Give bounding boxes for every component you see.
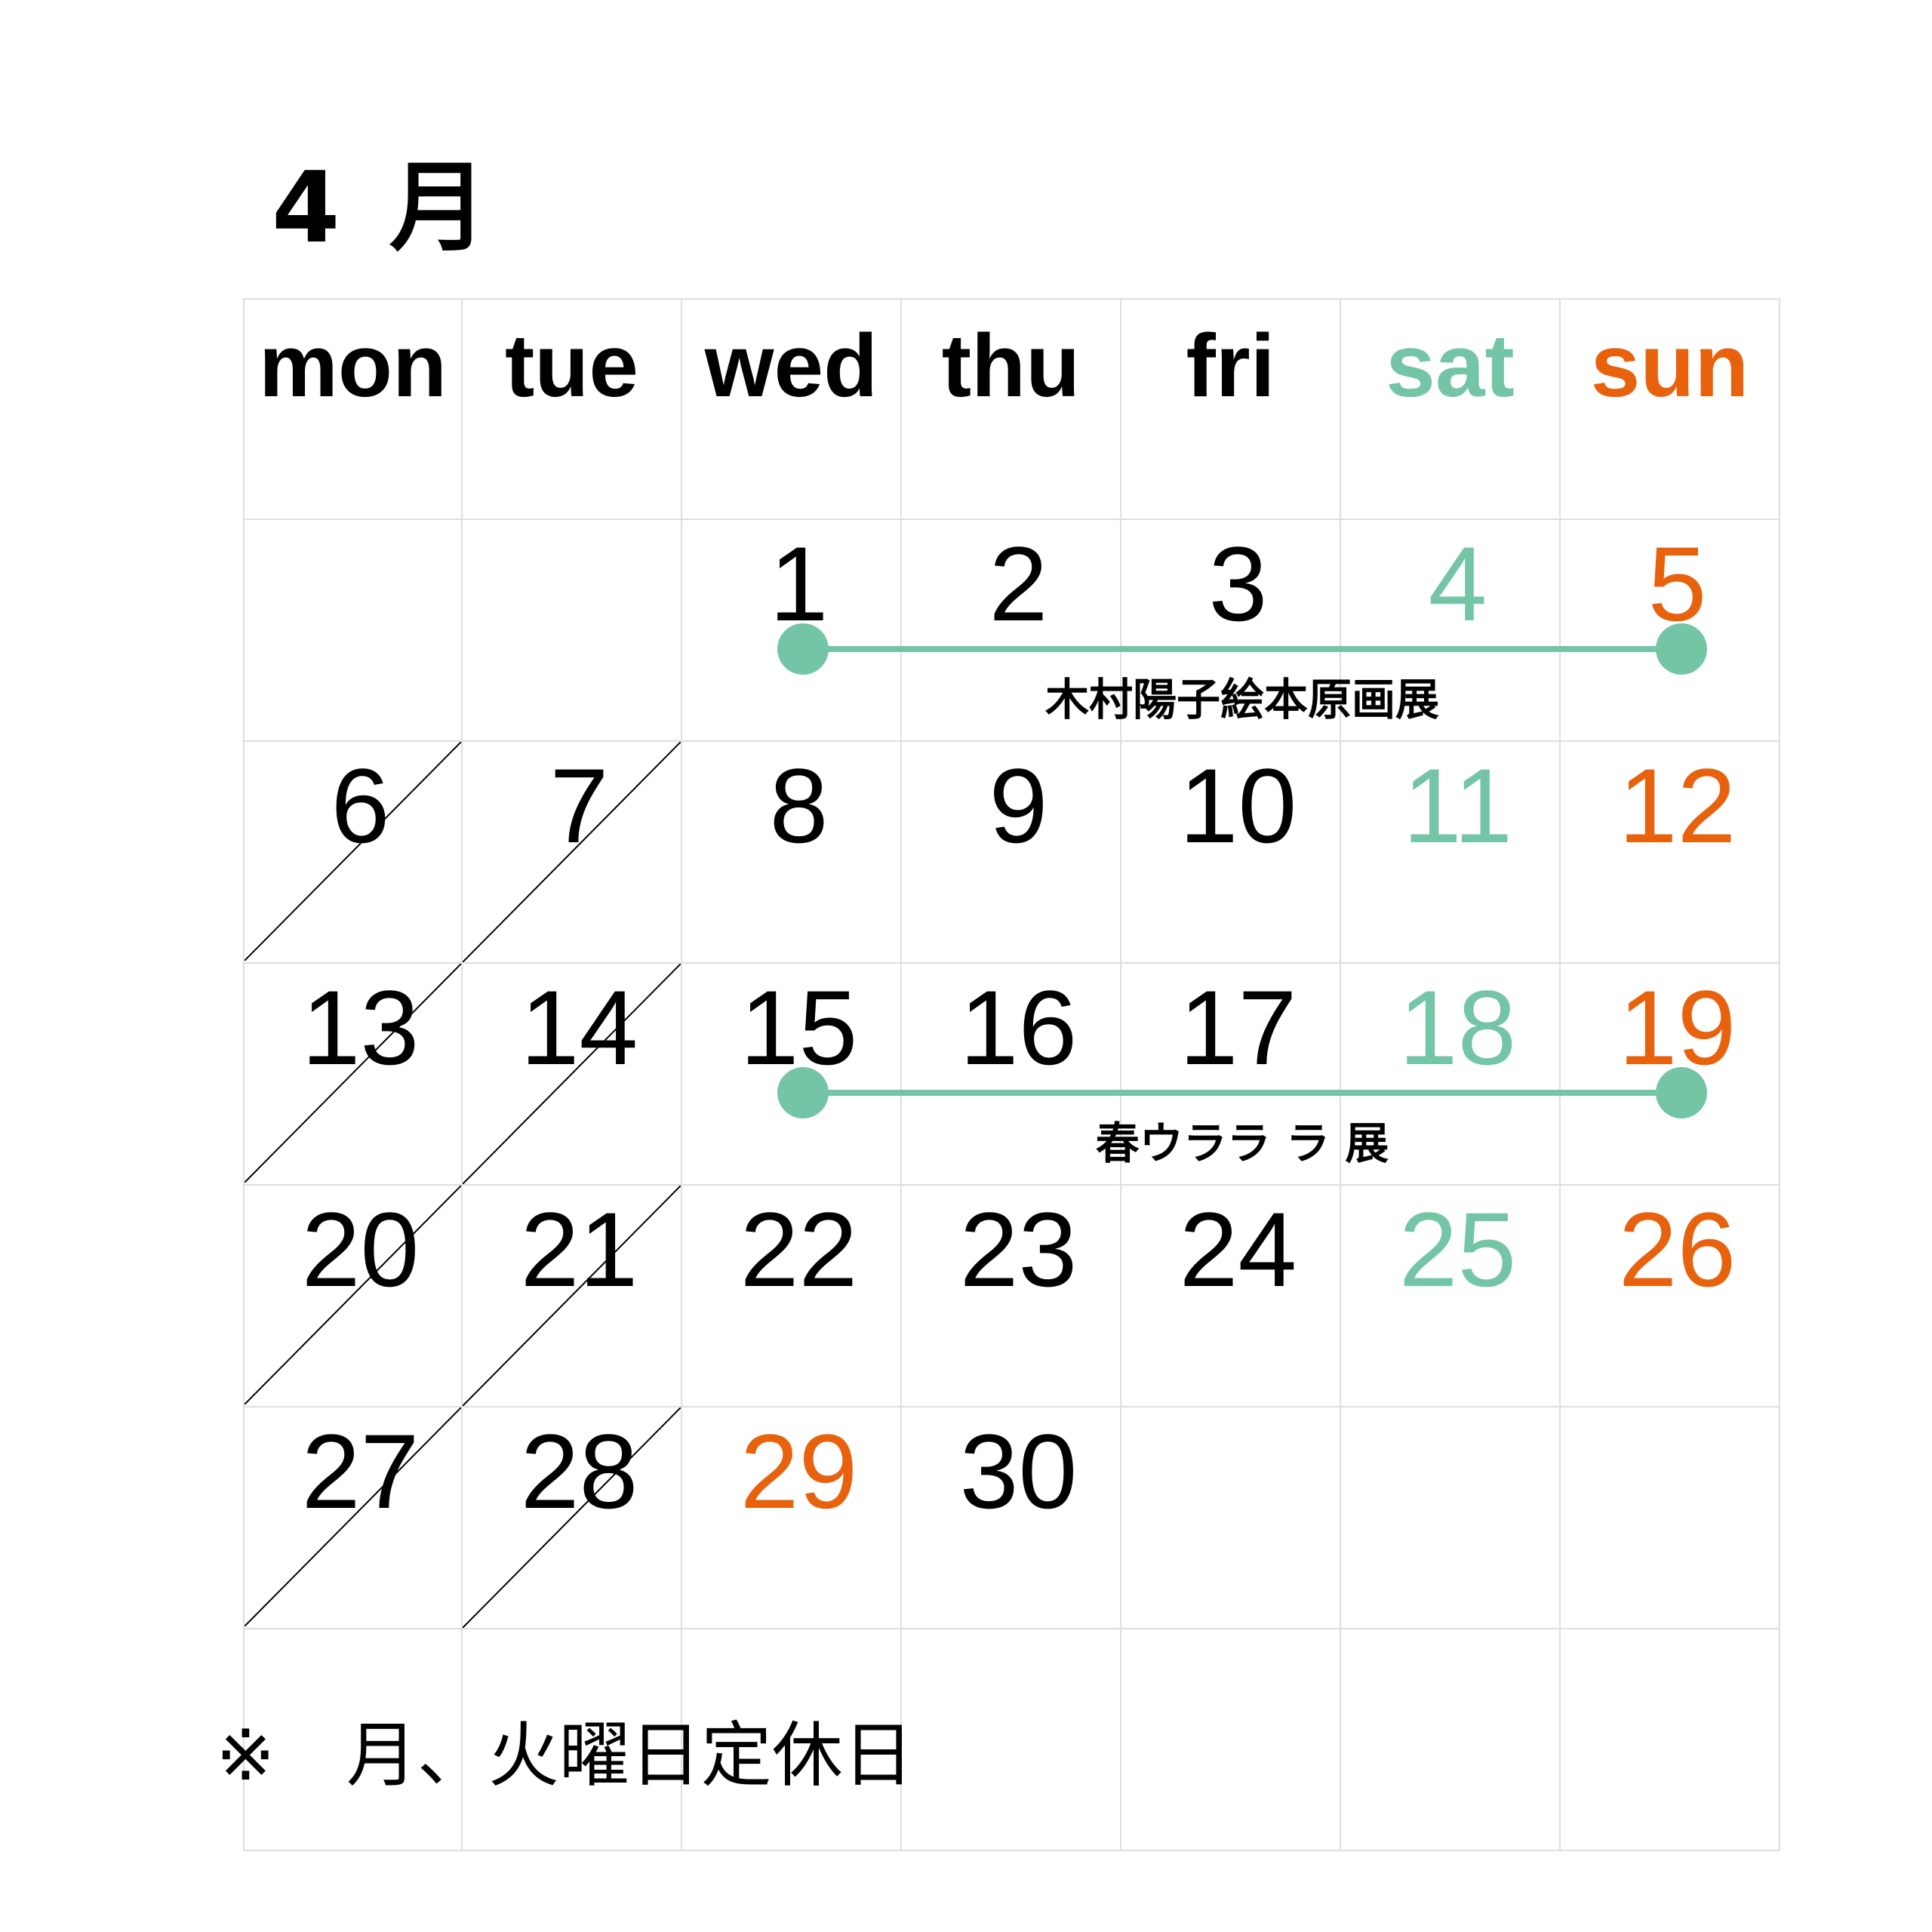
day-cell-20[interactable]: 20 [243,1186,463,1407]
day-cell-28[interactable]: 28 [463,1407,682,1629]
day-cell-27[interactable]: 27 [243,1407,463,1629]
day-cell-17[interactable]: 17 [1121,964,1341,1186]
day-number: 16 [959,968,1078,1087]
empty-cell [1121,1629,1341,1851]
empty-cell [1121,1407,1341,1629]
day-cell-22[interactable]: 22 [682,1186,902,1407]
day-number: 23 [959,1190,1078,1309]
weekday-header-tue: tue [463,298,682,520]
day-cell-6[interactable]: 6 [243,742,463,964]
event-end-dot-icon [1656,623,1707,675]
empty-cell [463,520,682,742]
day-number: 7 [549,746,609,865]
closed-days-note: ※ 月、火曜日定休日 [216,1715,914,1797]
day-number: 24 [1179,1190,1297,1309]
day-number: 30 [959,1412,1078,1531]
event-label: 木村陽子絵本原画展 [1044,674,1440,725]
closed-day-slash [245,1407,461,1626]
day-number: 15 [740,968,858,1087]
day-cell-7[interactable]: 7 [463,742,682,964]
closed-day-slash [245,742,461,961]
day-cell-29[interactable]: 29 [682,1407,902,1629]
weekday-header-wed: wed [682,298,902,520]
day-cell-4[interactable]: 4 [1341,520,1561,742]
day-cell-2[interactable]: 2 [902,520,1121,742]
day-cell-24[interactable]: 24 [1121,1186,1341,1407]
day-number: 5 [1647,525,1707,643]
day-number: 19 [1618,968,1737,1087]
closed-day-slash [245,1186,461,1404]
day-number: 1 [769,525,829,643]
event-start-dot-icon [777,623,829,675]
event-start-dot-icon [777,1067,829,1118]
weekday-header-fri: fri [1121,298,1341,520]
weekday-header-sun: sun [1561,298,1780,520]
day-cell-13[interactable]: 13 [243,964,463,1186]
day-cell-21[interactable]: 21 [463,1186,682,1407]
day-cell-12[interactable]: 12 [1561,742,1780,964]
day-number: 27 [301,1412,420,1531]
day-number: 9 [989,746,1048,865]
day-cell-23[interactable]: 23 [902,1186,1121,1407]
day-number: 28 [520,1412,638,1531]
month-title: 4 月 [272,150,495,265]
day-number: 26 [1618,1190,1737,1309]
weekday-header-mon: mon [243,298,463,520]
empty-cell [243,1629,463,1851]
day-number: 12 [1618,746,1737,865]
day-number: 2 [989,525,1048,643]
day-number: 8 [769,746,829,865]
closed-day-slash [463,964,681,1184]
day-cell-5[interactable]: 5 [1561,520,1780,742]
day-number: 4 [1428,525,1487,643]
empty-cell [1341,1629,1561,1851]
event-bar[interactable] [777,1067,1707,1118]
day-cell-14[interactable]: 14 [463,964,682,1186]
day-cell-1[interactable]: 1 [682,520,902,742]
day-number: 10 [1179,746,1297,865]
weekday-header-sat: sat [1341,298,1561,520]
day-cell-3[interactable]: 3 [1121,520,1341,742]
event-bar[interactable] [777,623,1707,675]
day-cell-19[interactable]: 19 [1561,964,1780,1186]
day-number: 11 [1402,746,1513,865]
calendar-grid: mon tue wed thu fri sat sun 1 2 3 4 5 6 7 8 9 10 11 12 13 14… [243,298,1780,1851]
event-end-dot-icon [1656,1067,1707,1118]
day-number: 6 [331,746,390,865]
day-number: 18 [1398,968,1517,1087]
empty-cell [1341,1407,1561,1629]
empty-cell [1561,1629,1780,1851]
day-cell-11[interactable]: 11 [1341,742,1561,964]
day-number: 17 [1179,968,1297,1087]
day-number: 20 [301,1190,420,1309]
closed-day-slash [463,1186,681,1406]
empty-cell [1561,1407,1780,1629]
closed-day-slash [463,742,681,962]
day-number: 25 [1398,1190,1517,1309]
day-cell-9[interactable]: 9 [902,742,1121,964]
day-number: 29 [740,1412,858,1531]
closed-day-slash [463,1407,681,1628]
empty-cell [243,520,463,742]
day-cell-26[interactable]: 26 [1561,1186,1780,1407]
day-number: 14 [520,968,638,1087]
day-cell-25[interactable]: 25 [1341,1186,1561,1407]
day-number: 13 [301,968,420,1087]
empty-cell [902,1629,1121,1851]
day-cell-10[interactable]: 10 [1121,742,1341,964]
event-label: 春ウララ ラ 展 [1095,1118,1389,1169]
day-number: 3 [1208,525,1268,643]
day-number: 22 [740,1190,858,1309]
day-number: 21 [520,1190,638,1309]
day-cell-15[interactable]: 15 [682,964,902,1186]
weekday-header-thu: thu [902,298,1121,520]
day-cell-30[interactable]: 30 [902,1407,1121,1629]
empty-cell [463,1629,682,1851]
day-cell-8[interactable]: 8 [682,742,902,964]
day-cell-18[interactable]: 18 [1341,964,1561,1186]
day-cell-16[interactable]: 16 [902,964,1121,1186]
empty-cell [682,1629,902,1851]
closed-day-slash [245,964,461,1183]
